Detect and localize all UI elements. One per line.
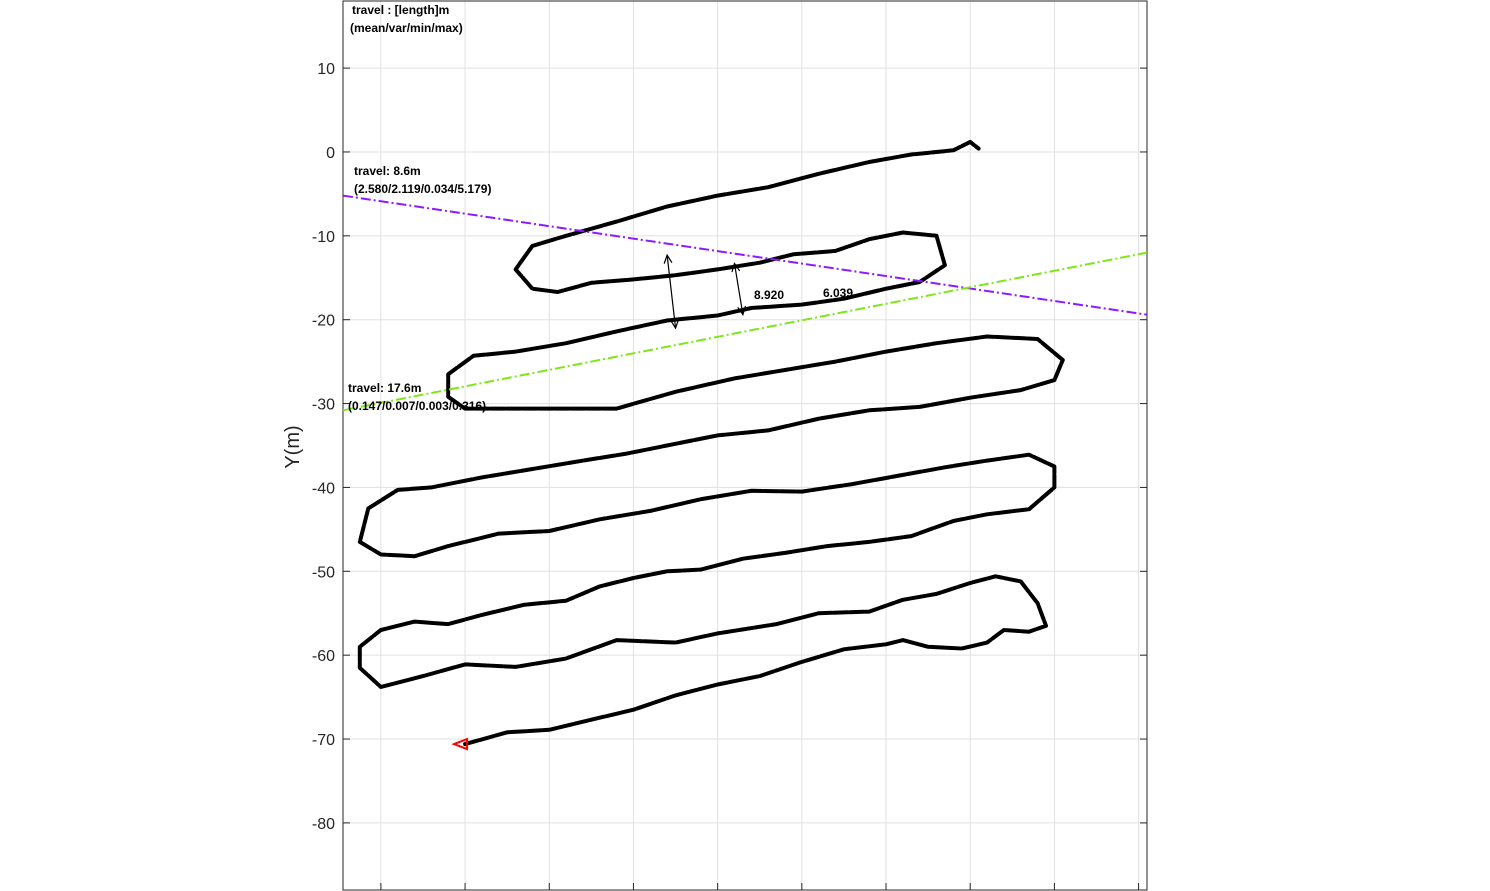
y-axis-ticks: 10 0 -10 -20 -30 -40 -50 -60 -70 -80 <box>312 61 1147 890</box>
distance-arrow <box>666 255 677 329</box>
y-tick-label: 10 <box>317 61 335 78</box>
grid <box>343 1 1147 890</box>
legend-line-1: travel : [length]m <box>352 3 449 17</box>
arrow-head <box>663 253 673 264</box>
arrow-head <box>737 305 747 317</box>
arrow-head <box>670 319 680 330</box>
y-tick-label: -80 <box>312 816 335 833</box>
plot-frame <box>342 0 1148 891</box>
y-tick-label: -20 <box>312 313 335 330</box>
purple-stats-values: (2.580/2.119/0.034/5.179) <box>354 182 491 196</box>
distance-label-1: 8.920 <box>754 288 784 302</box>
legend-line-2: (mean/var/min/max) <box>350 21 463 35</box>
distance-label-2: 6.039 <box>823 286 853 300</box>
purple-stats-title: travel: 8.6m <box>354 164 421 178</box>
arrow-head <box>731 262 741 273</box>
fit-line-2 <box>342 194 1148 316</box>
fit-line-3 <box>342 251 1148 412</box>
distance-arrow <box>733 263 744 315</box>
y-tick-label: -50 <box>312 564 335 581</box>
green-stats-title: travel: 17.6m <box>348 381 421 395</box>
y-tick-label: -30 <box>312 397 335 414</box>
green-stats-values: (0.147/0.007/0.003/0.316) <box>348 399 486 413</box>
y-tick-label: -70 <box>312 732 335 749</box>
annotation-layer: travel : [length]m (mean/var/min/max) tr… <box>348 3 853 413</box>
y-tick-label: 0 <box>326 145 335 162</box>
y-tick-label: -10 <box>312 229 335 246</box>
y-tick-label: -40 <box>312 480 335 497</box>
y-tick-label: -60 <box>312 648 335 665</box>
trajectory-line <box>357 139 1065 747</box>
series-layer <box>342 139 1148 751</box>
y-axis-title: Y(m) <box>282 425 304 468</box>
start-marker <box>451 737 469 751</box>
